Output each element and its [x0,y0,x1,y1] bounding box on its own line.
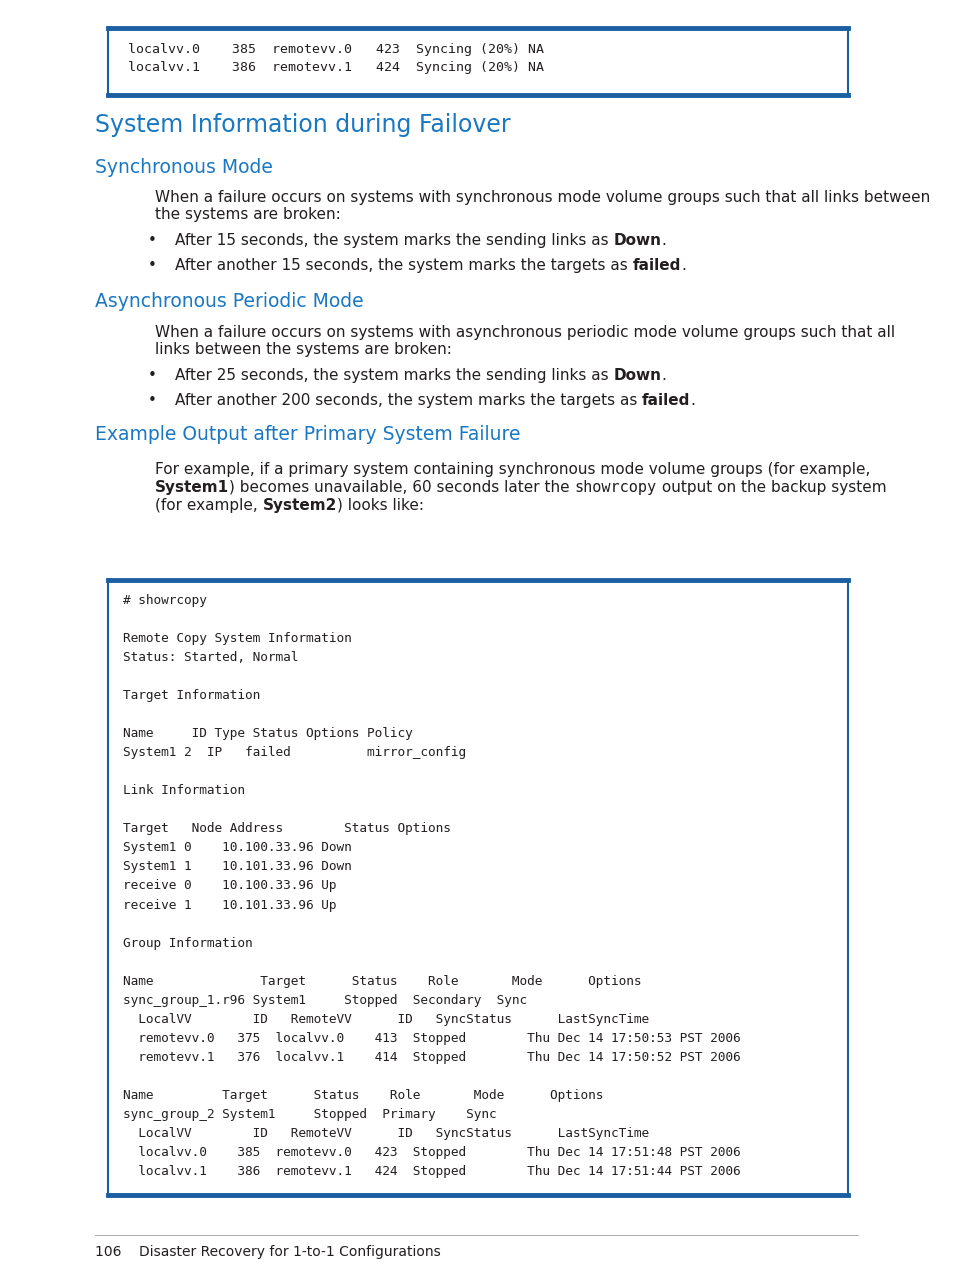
Text: System Information during Failover: System Information during Failover [95,113,510,137]
Text: •: • [148,258,156,273]
Text: failed: failed [641,393,690,408]
Text: the systems are broken:: the systems are broken: [154,207,340,222]
Text: When a failure occurs on systems with synchronous mode volume groups such that a: When a failure occurs on systems with sy… [154,189,929,205]
Text: Name              Target      Status    Role       Mode      Options: Name Target Status Role Mode Options [123,975,640,988]
Text: receive 0    10.100.33.96 Up: receive 0 10.100.33.96 Up [123,880,336,892]
Text: output on the backup system: output on the backup system [656,480,885,494]
Text: •: • [148,369,156,383]
Text: When a failure occurs on systems with asynchronous periodic mode volume groups s: When a failure occurs on systems with as… [154,325,894,341]
Text: localvv.0    385  remotevv.0   423  Stopped        Thu Dec 14 17:51:48 PST 2006: localvv.0 385 remotevv.0 423 Stopped Thu… [123,1146,740,1159]
Text: System2: System2 [262,498,336,513]
Text: After 15 seconds, the system marks the sending links as: After 15 seconds, the system marks the s… [174,233,613,248]
Bar [108,28,847,95]
Text: sync_group_2 System1     Stopped  Primary    Sync: sync_group_2 System1 Stopped Primary Syn… [123,1108,497,1121]
Text: •: • [148,393,156,408]
Text: ) looks like:: ) looks like: [336,498,423,513]
Text: .: . [660,233,666,248]
Text: (for example,: (for example, [154,498,262,513]
Text: Group Information: Group Information [123,937,253,949]
Text: Down: Down [613,369,660,383]
Bar [108,580,847,1195]
Text: Name     ID Type Status Options Policy: Name ID Type Status Options Policy [123,727,413,740]
Text: After another 15 seconds, the system marks the targets as: After another 15 seconds, the system mar… [174,258,632,273]
Text: failed: failed [632,258,680,273]
Text: System1 2  IP   failed          mirror_config: System1 2 IP failed mirror_config [123,746,466,759]
Text: •: • [148,233,156,248]
Text: ) becomes unavailable, 60 seconds later the: ) becomes unavailable, 60 seconds later … [229,480,574,494]
Text: localvv.0    385  remotevv.0   423  Syncing (20%) NA: localvv.0 385 remotevv.0 423 Syncing (20… [128,43,543,56]
Text: .: . [660,369,666,383]
Text: System1: System1 [154,480,229,494]
Text: # showrcopy: # showrcopy [123,594,207,608]
Text: .: . [680,258,685,273]
Text: remotevv.1   376  localvv.1    414  Stopped        Thu Dec 14 17:50:52 PST 2006: remotevv.1 376 localvv.1 414 Stopped Thu… [123,1051,740,1064]
Text: Asynchronous Periodic Mode: Asynchronous Periodic Mode [95,292,363,311]
Text: links between the systems are broken:: links between the systems are broken: [154,342,452,357]
Text: 106    Disaster Recovery for 1-to-1 Configurations: 106 Disaster Recovery for 1-to-1 Configu… [95,1246,440,1260]
Text: Remote Copy System Information: Remote Copy System Information [123,632,352,646]
Text: LocalVV        ID   RemoteVV      ID   SyncStatus      LastSyncTime: LocalVV ID RemoteVV ID SyncStatus LastSy… [123,1013,648,1026]
Text: Down: Down [613,233,660,248]
Text: sync_group_1.r96 System1     Stopped  Secondary  Sync: sync_group_1.r96 System1 Stopped Seconda… [123,994,527,1007]
Text: After 25 seconds, the system marks the sending links as: After 25 seconds, the system marks the s… [174,369,613,383]
Text: receive 1    10.101.33.96 Up: receive 1 10.101.33.96 Up [123,899,336,911]
Text: Example Output after Primary System Failure: Example Output after Primary System Fail… [95,425,520,444]
Text: Link Information: Link Information [123,784,245,797]
Text: localvv.1    386  remotevv.1   424  Syncing (20%) NA: localvv.1 386 remotevv.1 424 Syncing (20… [128,61,543,74]
Text: localvv.1    386  remotevv.1   424  Stopped        Thu Dec 14 17:51:44 PST 2006: localvv.1 386 remotevv.1 424 Stopped Thu… [123,1166,740,1178]
Text: Status: Started, Normal: Status: Started, Normal [123,651,298,663]
Text: .: . [690,393,695,408]
Text: remotevv.0   375  localvv.0    413  Stopped        Thu Dec 14 17:50:53 PST 2006: remotevv.0 375 localvv.0 413 Stopped Thu… [123,1032,740,1045]
Text: Target   Node Address        Status Options: Target Node Address Status Options [123,822,451,835]
Text: Name         Target      Status    Role       Mode      Options: Name Target Status Role Mode Options [123,1089,602,1102]
Text: LocalVV        ID   RemoteVV      ID   SyncStatus      LastSyncTime: LocalVV ID RemoteVV ID SyncStatus LastSy… [123,1127,648,1140]
Text: System1 0    10.100.33.96 Down: System1 0 10.100.33.96 Down [123,841,352,854]
Text: System1 1    10.101.33.96 Down: System1 1 10.101.33.96 Down [123,860,352,873]
Text: After another 200 seconds, the system marks the targets as: After another 200 seconds, the system ma… [174,393,641,408]
Text: Synchronous Mode: Synchronous Mode [95,158,273,177]
Text: showrcopy: showrcopy [574,480,656,494]
Text: Target Information: Target Information [123,689,260,702]
Text: For example, if a primary system containing synchronous mode volume groups (for : For example, if a primary system contain… [154,461,869,477]
